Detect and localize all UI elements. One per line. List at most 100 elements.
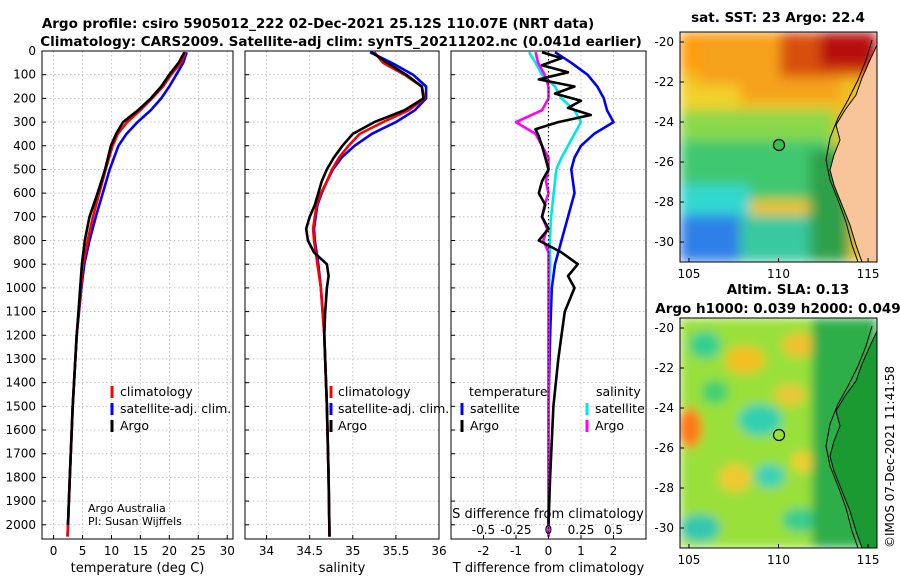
legend-label-satellite: satellite-adj. clim. — [120, 401, 231, 416]
figure-title-line2: Climatology: CARS2009. Satellite-adj cli… — [40, 34, 642, 50]
difference-profile-panel: -2 -1 0 1 2 T difference from climatology S di… — [450, 50, 647, 576]
depth-tick-label: 1800 — [5, 470, 36, 484]
x-axis-label: temperature (deg C) — [71, 561, 205, 576]
salinity-legend: climatology satellite-adj. clim. Argo — [329, 384, 449, 433]
sla-map-subtitle: Argo h1000: 0.039 h2000: 0.049 — [655, 301, 900, 317]
legend-label-satellite: satellite-adj. clim. — [338, 401, 449, 416]
map-lon-tick-label: 115 — [857, 267, 880, 281]
sst-map — [680, 32, 877, 262]
depth-tick-label: 400 — [13, 139, 36, 153]
depth-tick-label: 1900 — [5, 494, 36, 508]
x-tick-label: 35.5 — [383, 544, 410, 558]
s-diff-tick-label: 0 — [545, 523, 553, 537]
map-lon-tick-label: 105 — [678, 553, 701, 567]
x-tick-label: 0 — [545, 544, 553, 558]
map-lat-tick-label: -30 — [654, 235, 674, 249]
map-lat-tick-label: -22 — [654, 75, 674, 89]
land-mass — [829, 318, 877, 548]
x-tick-label: 15 — [133, 544, 148, 558]
salinity-profile-panel: 34 34.5 35 35.5 36 salinity — [244, 50, 447, 576]
x-tick-label: 35 — [345, 544, 360, 558]
depth-tick-label: 1200 — [5, 328, 36, 342]
x-tick-label: 0 — [50, 544, 58, 558]
depth-tick-label: 800 — [13, 234, 36, 248]
s-diff-tick-label: 0.25 — [568, 523, 595, 537]
series-satellite-temp-diff — [547, 51, 615, 537]
depth-tick-label: 300 — [13, 115, 36, 129]
x-tick-label: 5 — [79, 544, 87, 558]
legend-label-argo-sal: Argo — [595, 418, 624, 433]
shelf-contour — [825, 39, 873, 262]
credit-line2: PI: Susan Wijffels — [88, 515, 182, 528]
depth-tick-label: 1600 — [5, 423, 36, 437]
figure-title-line1: Argo profile: csiro 5905012_222 02-Dec-2… — [42, 16, 594, 32]
map-lat-tick-label: -22 — [654, 361, 674, 375]
series-climatology-temperature — [66, 51, 187, 537]
map-lat-tick-label: -30 — [654, 521, 674, 535]
plot-frame — [244, 50, 440, 540]
sla-map-title: Altim. SLA: 0.13 — [727, 282, 849, 298]
series-argo-salinity — [304, 51, 425, 537]
depth-tick-label: 900 — [13, 257, 36, 271]
depth-tick-label: 500 — [13, 162, 36, 176]
x-axis-label: T difference from climatology — [452, 561, 645, 576]
x-tick-label: 2 — [610, 544, 618, 558]
series-satellite-temperature — [66, 51, 188, 537]
sst-field — [680, 32, 877, 262]
x-tick-label: 34 — [259, 544, 274, 558]
legend-head-salinity: salinity — [596, 384, 641, 399]
legend-label-sat-sal: satellite — [595, 401, 645, 416]
map-lat-tick-label: -26 — [654, 155, 674, 169]
temperature-profile-panel: 0 5 10 15 20 25 30 temperature (deg C) 0 100 200 30… — [5, 44, 234, 576]
x-tick-label: 34.5 — [296, 544, 323, 558]
depth-tick-label: 200 — [13, 91, 36, 105]
s-diff-tick-label: -0.25 — [500, 523, 531, 537]
plot-frame — [41, 50, 234, 540]
legend-label-sat-temp: satellite — [470, 401, 520, 416]
depth-tick-label: 1000 — [5, 281, 36, 295]
legend-label-argo-temp: Argo — [470, 418, 499, 433]
map-lat-tick-label: -24 — [654, 401, 674, 415]
map-lat-tick-label: -26 — [654, 441, 674, 455]
credit-line1: Argo Australia — [88, 502, 166, 515]
legend-label-climatology: climatology — [338, 384, 411, 399]
map-lon-tick-label: 115 — [857, 553, 880, 567]
s-diff-tick-label: -0.5 — [472, 523, 495, 537]
x-tick-label: 36 — [431, 544, 446, 558]
map-lat-tick-label: -20 — [654, 321, 674, 335]
x-tick-label: 25 — [191, 544, 206, 558]
legend-label-climatology: climatology — [120, 384, 193, 399]
depth-tick-label: 1500 — [5, 399, 36, 413]
sla-map — [680, 318, 877, 548]
series-argo-temp-diff — [534, 51, 593, 525]
depth-tick-label: 0 — [28, 44, 36, 58]
sst-map-axes: 105 110 115 -20 -22 -24 -26 -28 -30 — [654, 35, 879, 281]
x-tick-label: -1 — [510, 544, 522, 558]
x-tick-label: 1 — [577, 544, 585, 558]
map-lat-tick-label: -20 — [654, 35, 674, 49]
map-lat-tick-label: -28 — [654, 195, 674, 209]
map-lat-tick-label: -24 — [654, 115, 674, 129]
series-group — [66, 51, 188, 537]
depth-tick-label: 1100 — [5, 305, 36, 319]
depth-tick-label: 700 — [13, 210, 36, 224]
map-lon-tick-label: 110 — [767, 553, 790, 567]
shelf-contour — [825, 325, 873, 548]
legend-label-argo: Argo — [338, 418, 367, 433]
legend-head-temperature: temperature — [469, 384, 548, 399]
x-axis-label: salinity — [319, 561, 366, 576]
s-diff-tick-label: 0.5 — [604, 523, 623, 537]
series-group — [304, 51, 428, 537]
argo-float-marker — [772, 138, 786, 152]
series-argo-temperature — [66, 51, 186, 525]
x-tick-label: 20 — [162, 544, 177, 558]
s-diff-axis-label: S difference from climatology — [452, 507, 644, 522]
depth-tick-label: 1700 — [5, 447, 36, 461]
legend-label-argo: Argo — [120, 418, 149, 433]
map-lat-tick-label: -28 — [654, 481, 674, 495]
sst-map-title: sat. SST: 23 Argo: 22.4 — [691, 10, 865, 26]
depth-tick-label: 1300 — [5, 352, 36, 366]
depth-tick-label: 100 — [13, 68, 36, 82]
depth-tick-label: 1400 — [5, 376, 36, 390]
